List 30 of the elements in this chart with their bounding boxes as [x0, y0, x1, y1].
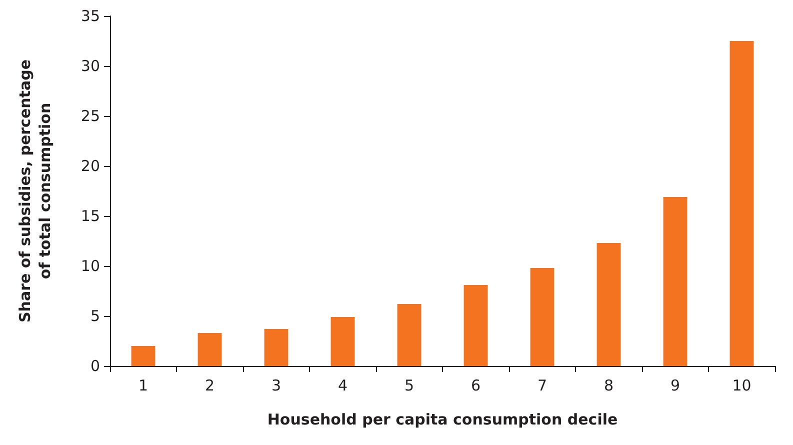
y-tick-label: 5 — [90, 307, 100, 325]
bar — [330, 317, 355, 366]
x-axis-title: Household per capita consumption decile — [267, 410, 618, 428]
bar — [730, 41, 754, 366]
x-tick-label: 3 — [271, 376, 282, 394]
bar — [198, 333, 222, 366]
x-tick-label: 7 — [537, 376, 548, 394]
bar — [663, 197, 688, 366]
x-tick-label: 8 — [604, 376, 614, 394]
bar — [530, 268, 554, 366]
y-axis-title: Share of subsidies, percentage of total consumption — [16, 59, 54, 323]
x-tick-label: 4 — [338, 376, 348, 394]
y-tick-label: 30 — [80, 57, 100, 75]
bar — [596, 243, 621, 366]
y-tick-label: 0 — [90, 357, 100, 375]
bar — [264, 329, 288, 366]
y-tick-label: 25 — [80, 107, 100, 125]
y-tick-label: 15 — [80, 207, 100, 225]
bar — [464, 285, 488, 366]
x-tick-label: 10 — [732, 376, 752, 394]
bar — [131, 346, 156, 366]
y-tick-label: 20 — [80, 157, 100, 175]
x-tick-label: 2 — [204, 376, 215, 394]
x-tick-label: 1 — [138, 376, 148, 394]
bar — [397, 304, 422, 366]
x-tick-label: 9 — [670, 376, 680, 394]
x-tick-label: 6 — [470, 376, 481, 394]
y-tick-label: 35 — [80, 7, 100, 25]
x-tick-label: 5 — [404, 376, 414, 394]
y-tick-label: 10 — [80, 257, 100, 275]
